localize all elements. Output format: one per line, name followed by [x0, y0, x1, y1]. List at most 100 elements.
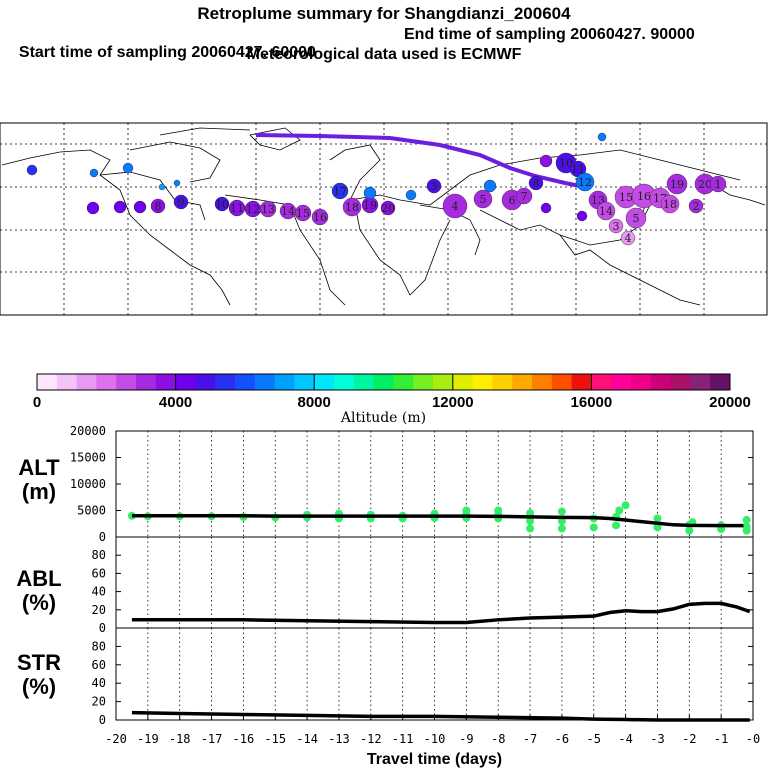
plume-dot-label: 4 [452, 200, 459, 213]
plume-dot [620, 230, 636, 246]
x-tick-label: -17 [201, 732, 223, 746]
plume-dot-label: 14 [281, 205, 295, 218]
colorbar-title: Altitude (m) [340, 410, 426, 426]
plume-dot-label: 11 [230, 202, 244, 215]
abl-y-tick-label: 20 [92, 603, 106, 617]
colorbar-tick-label: 4000 [159, 394, 192, 411]
altitude-colorbar: 0 4000 8000 12000 16000 20000 Altitude (m) [33, 373, 751, 426]
plume-dot [528, 175, 544, 191]
plume-dot [540, 202, 552, 214]
plume-dot-label: 10 [559, 157, 573, 170]
plume-dot [158, 183, 166, 191]
plume-dot-label: 15 [296, 207, 310, 220]
plume-dot-label: 18 [345, 201, 359, 214]
plume-dot [405, 189, 417, 201]
colorbar-swatch [314, 374, 335, 390]
map-gridlines [0, 123, 767, 315]
plume-dot-label: 8 [155, 200, 162, 213]
x-tick-label: -15 [264, 732, 286, 746]
plume-dot [311, 208, 329, 226]
str-panel-label: STR (%) [12, 651, 66, 699]
colorbar-swatch [334, 374, 355, 390]
plume-dot-label: 6 [509, 194, 516, 207]
alt-scatter-point [742, 516, 751, 525]
plume-dot [625, 207, 647, 229]
colorbar-swatch [710, 374, 731, 390]
x-tick-label: -4 [618, 732, 632, 746]
colorbar-swatch [96, 374, 117, 390]
met-data-label: Meteorological data used is ECMWF [246, 46, 522, 63]
colorbar-swatch [215, 374, 236, 390]
alt-scatter-point [685, 526, 694, 535]
plume-dot [688, 198, 704, 214]
alt-y-tick-label: 0 [99, 530, 106, 544]
plume-dot-label: 8 [533, 177, 540, 190]
abl-y-tick-label: 60 [92, 566, 106, 580]
colorbar-swatch [631, 374, 652, 390]
colorbar-tick-label: 12000 [432, 394, 474, 411]
x-tick-label: -16 [233, 732, 255, 746]
plume-dot [86, 201, 100, 215]
colorbar-swatch [413, 374, 434, 390]
plume-dot-label: 12 [246, 203, 260, 216]
str-y-tick-label: 0 [99, 713, 106, 727]
alt-scatter-point [621, 501, 630, 510]
colorbar-swatch [690, 374, 711, 390]
x-tick-label: -7 [523, 732, 537, 746]
x-axis-label: Travel time (days) [367, 751, 502, 768]
plume-dot [426, 178, 442, 194]
plume-dot [259, 200, 277, 218]
plume-dot [608, 218, 624, 234]
plume-dot-label: 15 [619, 191, 633, 204]
colorbar-swatch [591, 374, 612, 390]
colorbar-swatch [670, 374, 691, 390]
x-tick-label: -13 [328, 732, 350, 746]
colorbar-swatch [393, 374, 414, 390]
plume-dot [666, 173, 688, 195]
end-time-label: End time of sampling 20060427. 90000 [404, 26, 695, 43]
plume-dot-label: 16 [313, 211, 327, 224]
plume-dot-label: 3 [431, 180, 438, 193]
alt-y-tick-label: 15000 [70, 451, 106, 465]
plume-dot-label: 9 [178, 196, 185, 209]
alt-scatter-point [526, 524, 535, 533]
colorbar-swatch [76, 374, 97, 390]
alt-scatter-point [653, 523, 662, 532]
plume-dot-label: 11 [571, 163, 585, 176]
str-label-line1: STR [17, 650, 61, 675]
x-tick-label: -3 [650, 732, 664, 746]
start-time-label: Start time of sampling 20060427. 60000 [18, 44, 316, 61]
trajectory-path [255, 133, 591, 190]
plume-dot [380, 200, 396, 216]
colorbar-swatch [195, 374, 216, 390]
colorbar-tick-label: 0 [33, 394, 41, 411]
colorbar-tick-label: 20000 [709, 394, 751, 411]
colorbar-swatch [373, 374, 394, 390]
plume-dot [363, 186, 377, 200]
plume-dot-label: 3 [613, 220, 620, 233]
colorbar-swatch [532, 374, 553, 390]
x-tick-label: -14 [296, 732, 318, 746]
abl-label-line1: ABL [16, 566, 62, 591]
plume-dot [576, 210, 588, 222]
colorbar-tick-label: 8000 [298, 394, 331, 411]
colorbar-swatch [56, 374, 78, 390]
x-tick-label: -5 [587, 732, 601, 746]
plume-dot-label: 13 [261, 203, 275, 216]
page-title: Retroplume summary for Shangdianzi_20060… [197, 4, 571, 23]
x-tick-label: -10 [424, 732, 446, 746]
colorbar-swatch [433, 374, 454, 390]
alt-y-tick-label: 5000 [77, 504, 106, 518]
colorbar-swatch [116, 374, 137, 390]
abl-chart: 80 60 40 20 0 [92, 536, 754, 635]
alt-chart: 20000 15000 10000 5000 0 [70, 424, 754, 544]
plume-dot-label: 18 [663, 198, 677, 211]
plume-dot-label: 14 [599, 205, 613, 218]
colorbar-swatch [254, 374, 276, 390]
plume-dot [596, 201, 616, 221]
str-y-tick-label: 80 [92, 639, 106, 653]
plume-dot [89, 168, 99, 178]
x-tick-label: -18 [169, 732, 191, 746]
plume-dot [660, 194, 680, 214]
